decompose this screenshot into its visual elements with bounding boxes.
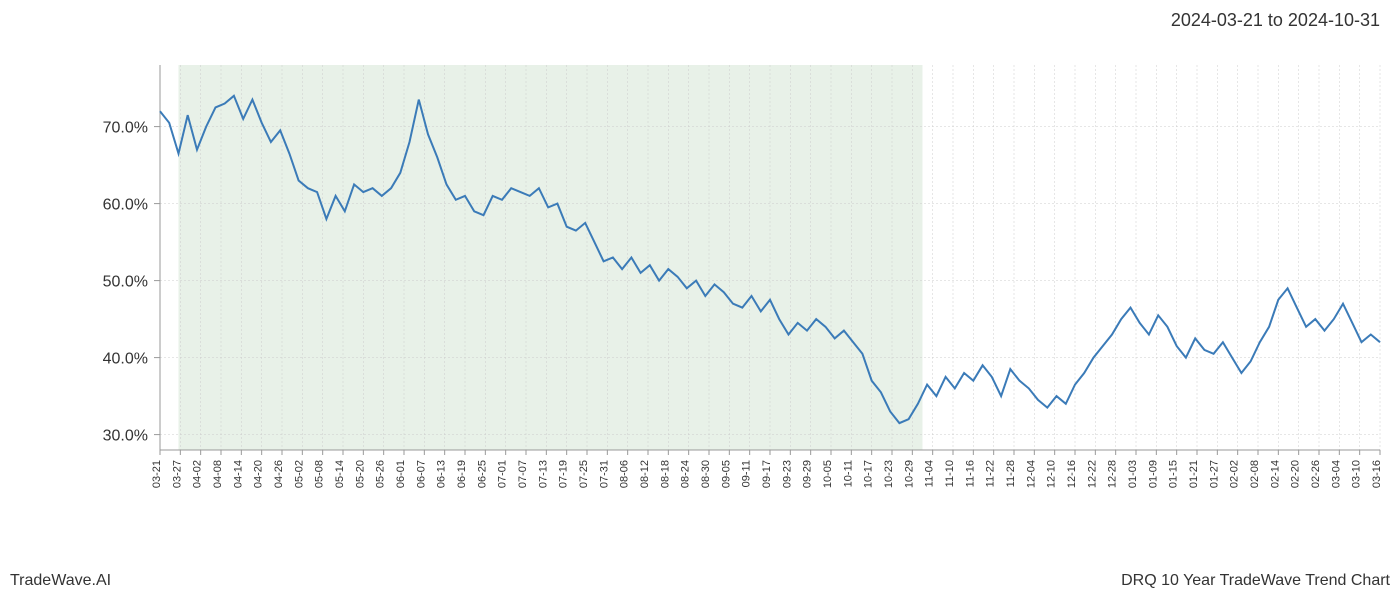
x-tick-label: 07-13 xyxy=(537,460,549,488)
x-tick-label: 05-02 xyxy=(293,460,305,488)
x-tick-label: 07-25 xyxy=(578,460,590,488)
x-tick-label: 10-17 xyxy=(863,460,875,488)
x-tick-label: 11-22 xyxy=(985,460,997,487)
x-tick-label: 03-04 xyxy=(1330,460,1342,488)
y-tick-label: 40.0% xyxy=(103,351,148,368)
x-tick-label: 08-24 xyxy=(680,460,692,488)
x-tick-label: 04-26 xyxy=(273,460,285,488)
footer-brand: TradeWave.AI xyxy=(10,572,111,590)
chart-svg: 30.0% 40.0% 50.0% 60.0% 70.0% 03-21 03-27 04-02… xyxy=(0,50,1400,550)
y-tick-label: 50.0% xyxy=(103,274,148,291)
x-tick-label: 05-26 xyxy=(375,460,387,488)
x-tick-label: 09-11 xyxy=(741,460,753,487)
x-tick-label: 09-05 xyxy=(720,460,732,488)
x-tick-label: 06-07 xyxy=(415,460,427,488)
x-tick-label: 05-20 xyxy=(354,460,366,488)
x-tick-label: 02-20 xyxy=(1290,460,1302,488)
x-tick-label: 12-10 xyxy=(1046,460,1058,488)
x-tick-label: 04-02 xyxy=(192,460,204,488)
x-tick-label: 09-29 xyxy=(802,460,814,488)
x-tick-label: 11-28 xyxy=(1005,460,1017,487)
x-tick-label: 06-13 xyxy=(436,460,448,488)
x-tick-label: 10-11 xyxy=(842,460,854,487)
x-tick-label: 10-29 xyxy=(903,460,915,488)
x-tick-label: 08-12 xyxy=(639,460,651,488)
x-tick-label: 03-16 xyxy=(1371,460,1383,488)
x-tick-label: 03-10 xyxy=(1351,460,1363,488)
y-tick-label: 30.0% xyxy=(103,428,148,445)
x-tick-label: 04-14 xyxy=(232,460,244,488)
x-tick-label: 06-25 xyxy=(476,460,488,488)
y-tick-label: 70.0% xyxy=(103,120,148,137)
x-tick-label: 09-17 xyxy=(761,460,773,488)
x-tick-label: 01-21 xyxy=(1188,460,1200,488)
x-tick-label: 04-20 xyxy=(253,460,265,488)
trend-chart: 30.0% 40.0% 50.0% 60.0% 70.0% 03-21 03-27 04-02… xyxy=(0,50,1400,550)
x-tick-label: 10-23 xyxy=(883,460,895,488)
x-tick-label: 02-08 xyxy=(1249,460,1261,488)
x-tick-label: 09-23 xyxy=(781,460,793,488)
x-tick-label: 07-07 xyxy=(517,460,529,488)
x-tick-label: 01-03 xyxy=(1127,460,1139,488)
x-tick-label: 03-21 xyxy=(151,460,163,488)
x-tick-label: 08-30 xyxy=(700,460,712,488)
x-tick-label: 05-08 xyxy=(314,460,326,488)
x-tick-label: 01-15 xyxy=(1168,460,1180,488)
x-tick-label: 10-05 xyxy=(822,460,834,488)
x-tick-label: 02-14 xyxy=(1269,460,1281,488)
x-tick-label: 02-02 xyxy=(1229,460,1241,488)
y-tick-label: 60.0% xyxy=(103,197,148,214)
date-range-label: 2024-03-21 to 2024-10-31 xyxy=(1171,10,1380,31)
x-tick-label: 12-16 xyxy=(1066,460,1078,488)
x-tick-label: 08-18 xyxy=(659,460,671,488)
x-tick-label: 12-22 xyxy=(1086,460,1098,488)
x-tick-label: 06-01 xyxy=(395,460,407,488)
footer-chart-title: DRQ 10 Year TradeWave Trend Chart xyxy=(1121,572,1390,590)
x-tick-label: 04-08 xyxy=(212,460,224,488)
x-tick-label: 12-28 xyxy=(1107,460,1119,488)
x-tick-label: 08-06 xyxy=(619,460,631,488)
x-tick-label: 06-19 xyxy=(456,460,468,488)
x-tick-label: 11-10 xyxy=(944,460,956,487)
x-tick-label: 07-19 xyxy=(558,460,570,488)
x-tick-label: 12-04 xyxy=(1025,460,1037,488)
x-tick-label: 07-31 xyxy=(598,460,610,488)
x-tick-label: 11-04 xyxy=(924,460,936,487)
x-tick-label: 05-14 xyxy=(334,460,346,488)
x-tick-label: 03-27 xyxy=(171,460,183,488)
x-tick-label: 11-16 xyxy=(964,460,976,487)
x-tick-label: 01-09 xyxy=(1147,460,1159,488)
x-tick-label: 01-27 xyxy=(1208,460,1220,488)
x-tick-label: 07-01 xyxy=(497,460,509,488)
x-tick-label: 02-26 xyxy=(1310,460,1322,488)
